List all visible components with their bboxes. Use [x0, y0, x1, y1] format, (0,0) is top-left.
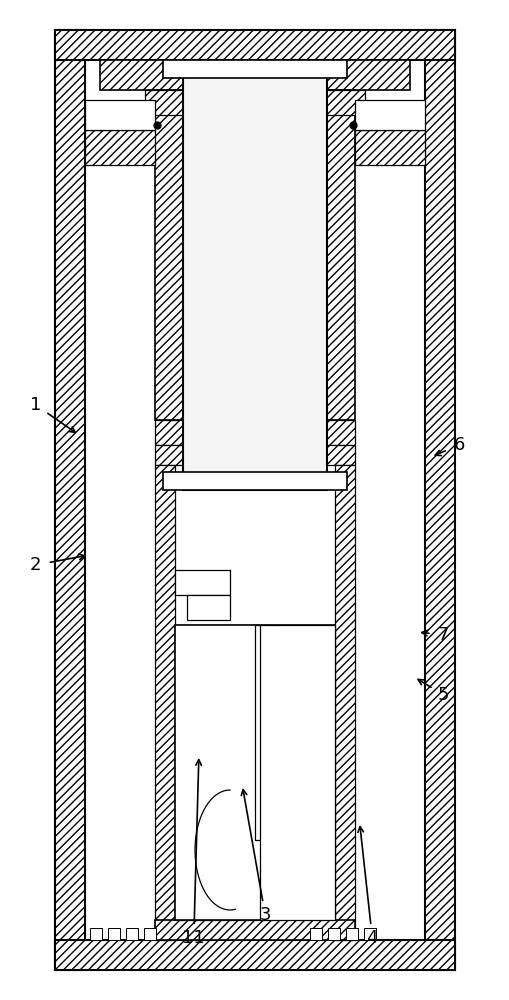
Bar: [354, 130, 424, 165]
Bar: [85, 130, 155, 165]
Bar: [55, 940, 454, 970]
Bar: [126, 928, 138, 940]
Bar: [55, 30, 85, 970]
Bar: [175, 625, 334, 920]
Bar: [334, 465, 354, 940]
Bar: [240, 840, 290, 900]
Bar: [55, 30, 85, 970]
Bar: [363, 928, 375, 940]
Bar: [155, 420, 194, 445]
Bar: [324, 445, 354, 465]
Bar: [183, 60, 326, 490]
Bar: [145, 90, 191, 115]
Bar: [155, 445, 185, 465]
Bar: [145, 90, 191, 115]
Bar: [187, 595, 230, 620]
Bar: [175, 625, 260, 920]
Text: 5: 5: [437, 686, 448, 704]
Bar: [345, 928, 357, 940]
Bar: [326, 90, 354, 420]
Bar: [324, 445, 354, 465]
Bar: [318, 90, 364, 115]
Bar: [155, 445, 185, 465]
Bar: [315, 420, 354, 445]
Bar: [334, 465, 354, 940]
Bar: [175, 625, 260, 920]
Bar: [100, 60, 409, 90]
Text: 1: 1: [30, 396, 41, 414]
Bar: [424, 30, 454, 970]
Bar: [309, 928, 321, 940]
Bar: [155, 465, 175, 940]
Bar: [90, 928, 102, 940]
Bar: [240, 840, 290, 900]
Bar: [155, 920, 354, 940]
Bar: [108, 928, 120, 940]
Bar: [326, 90, 354, 420]
Bar: [315, 420, 354, 445]
Bar: [155, 920, 354, 940]
Bar: [155, 90, 183, 420]
Text: 6: 6: [453, 436, 464, 454]
Text: 3: 3: [259, 906, 270, 924]
Bar: [85, 130, 155, 165]
Text: 7: 7: [437, 626, 448, 644]
Bar: [55, 30, 454, 60]
Bar: [354, 100, 424, 130]
Bar: [100, 60, 409, 90]
Text: 11: 11: [182, 929, 205, 947]
Bar: [260, 625, 334, 920]
Text: 2: 2: [30, 556, 41, 574]
Bar: [163, 60, 346, 78]
Bar: [155, 465, 175, 940]
Bar: [144, 928, 156, 940]
Bar: [175, 570, 230, 595]
Bar: [254, 625, 274, 840]
Bar: [318, 90, 364, 115]
Bar: [163, 472, 346, 490]
Bar: [55, 940, 454, 970]
Bar: [327, 928, 340, 940]
Bar: [85, 100, 155, 130]
Text: 4: 4: [366, 929, 377, 947]
Bar: [155, 90, 183, 420]
Bar: [55, 30, 454, 60]
Bar: [155, 420, 194, 445]
Bar: [354, 130, 424, 165]
Bar: [424, 30, 454, 970]
